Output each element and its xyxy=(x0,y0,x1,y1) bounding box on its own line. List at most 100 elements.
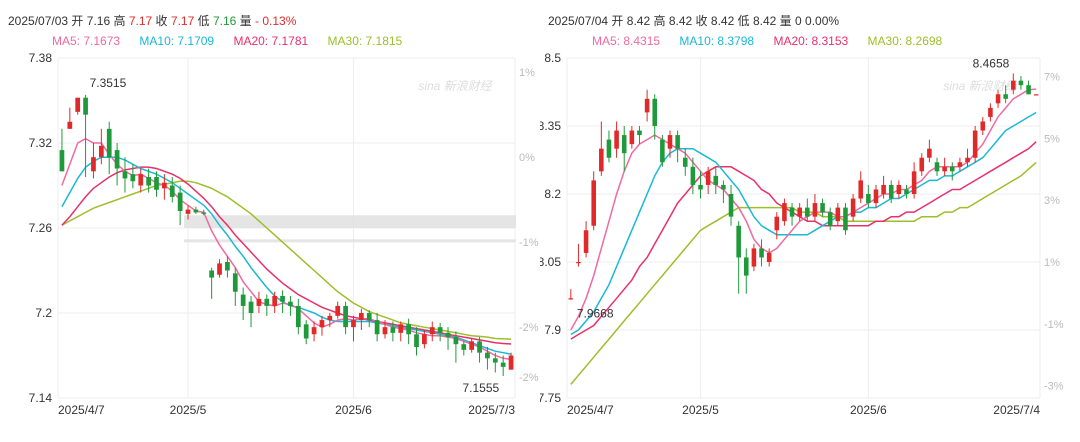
candle-body xyxy=(1033,94,1039,96)
close-value: 8.42 xyxy=(710,14,735,28)
pct-tick-label: -2% xyxy=(519,322,539,334)
candle-body xyxy=(629,130,635,145)
watermark-logo: sina 新浪财经 xyxy=(943,79,1018,93)
ma-legend: MA5: 8.4315 MA10: 8.3798 MA20: 8.3153 MA… xyxy=(592,34,958,48)
candle-body xyxy=(461,344,467,350)
candle-body xyxy=(83,97,88,115)
candle-body xyxy=(492,358,498,363)
candle-body xyxy=(335,305,341,316)
candle-body xyxy=(866,194,871,204)
candle-body xyxy=(576,262,581,264)
candle-body xyxy=(445,332,451,338)
ma30-legend: MA30: 7.1815 xyxy=(327,34,403,48)
ma10-legend: MA10: 7.1709 xyxy=(139,34,215,48)
candle-body xyxy=(751,248,757,267)
candle-body xyxy=(343,305,348,328)
pct-tick-label: -3% xyxy=(1044,381,1064,393)
candle-body xyxy=(972,130,978,158)
x-tick-label: 2025/7/4 xyxy=(993,403,1040,417)
candle-body xyxy=(162,182,167,189)
y-tick-label: 7.75 xyxy=(540,391,561,405)
candle-body xyxy=(843,207,848,231)
low-label: 低 xyxy=(737,14,750,28)
candle-body xyxy=(382,327,388,335)
ma5-legend: MA5: 7.1673 xyxy=(52,34,121,48)
candle-body xyxy=(374,320,380,335)
ma30-line xyxy=(61,180,512,340)
candle-body xyxy=(911,171,917,194)
candle-body xyxy=(934,162,940,172)
ma20-legend: MA20: 8.3153 xyxy=(773,34,849,48)
candle-body xyxy=(225,262,230,271)
ma30-line xyxy=(570,161,1037,385)
candle-body xyxy=(797,207,802,217)
volume-label: 量 xyxy=(239,14,252,28)
ma30-legend: MA30: 8.2698 xyxy=(867,34,943,48)
candle-body xyxy=(1026,85,1031,95)
candle-body xyxy=(721,184,726,190)
candle-body xyxy=(59,150,65,172)
max-price-label: 8.4658 xyxy=(973,57,1010,71)
candle-body xyxy=(453,337,459,345)
candle-body xyxy=(606,139,612,158)
candle-body xyxy=(406,324,411,335)
candle-body xyxy=(319,320,325,328)
y-tick-label: 8.2 xyxy=(544,187,561,201)
candle-body xyxy=(295,305,301,328)
max-price-label: 7.3515 xyxy=(90,76,127,90)
pct-tick-label: -2% xyxy=(519,372,539,384)
close-label: 收 xyxy=(695,14,708,28)
candle-body xyxy=(896,184,902,194)
watermark-logo: sina 新浪财经 xyxy=(418,79,493,93)
ma20-line xyxy=(61,166,512,345)
candle-body xyxy=(835,207,841,222)
candle-body xyxy=(75,97,81,112)
y-tick-label: 7.2 xyxy=(35,306,52,320)
pct-tick-label: 1% xyxy=(1044,257,1060,269)
candle-body xyxy=(130,174,136,182)
candle-body xyxy=(789,207,795,217)
candle-body xyxy=(904,189,909,194)
high-label: 高 xyxy=(653,14,666,28)
quote-header: 2025/07/03 开 7.16 高 7.17 收 7.17 低 7.16 量… xyxy=(8,12,296,29)
pct-tick-label: -1% xyxy=(1044,319,1064,331)
low-label: 低 xyxy=(197,14,210,28)
candle-body xyxy=(280,296,285,302)
candle-body xyxy=(256,298,262,306)
change-value: 0.13% xyxy=(262,14,297,28)
candle-body xyxy=(485,352,490,359)
x-tick-label: 2025/7/3 xyxy=(468,403,515,417)
candle-body xyxy=(398,324,404,333)
candle-body xyxy=(660,139,665,163)
chart-panel-right: 2025/07/04 开 8.42 高 8.42 收 8.42 低 8.42 量… xyxy=(540,0,1080,442)
candle-body xyxy=(209,270,215,278)
candle-body xyxy=(637,130,642,136)
candle-body xyxy=(957,162,963,167)
candle-body xyxy=(351,320,356,328)
y-tick-label: 7.9 xyxy=(544,323,561,337)
candle-body xyxy=(185,209,191,214)
candle-body xyxy=(995,94,1001,104)
pct-tick-label: 0% xyxy=(519,152,535,164)
candle-body xyxy=(1011,80,1016,90)
quote-header: 2025/07/04 开 8.42 高 8.42 收 8.42 低 8.42 量… xyxy=(548,12,839,29)
close-value: 7.17 xyxy=(170,14,195,28)
candle-body xyxy=(736,225,741,258)
candle-body xyxy=(614,130,619,149)
x-tick-label: 2025/4/7 xyxy=(567,403,614,417)
candle-body xyxy=(67,121,73,129)
candle-body xyxy=(248,301,254,313)
candle-body xyxy=(414,334,419,347)
candle-body xyxy=(422,334,427,345)
candle-body xyxy=(682,157,688,167)
high-value: 7.17 xyxy=(128,14,153,28)
open-label: 开 xyxy=(71,14,84,28)
candle-body xyxy=(437,327,443,333)
open-value: 8.42 xyxy=(626,14,651,28)
ma10-legend: MA10: 8.3798 xyxy=(679,34,755,48)
candle-body xyxy=(500,362,506,367)
high-value: 8.42 xyxy=(668,14,693,28)
ma20-line xyxy=(570,141,1037,340)
low-value: 7.16 xyxy=(212,14,237,28)
candle-body xyxy=(827,212,833,226)
